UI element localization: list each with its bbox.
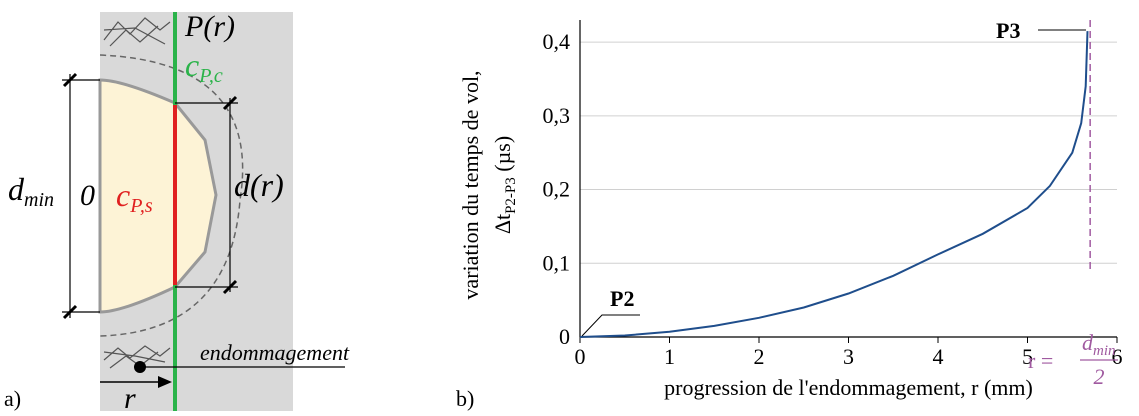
y-tick-label: 0,2 — [543, 177, 571, 202]
dimension-dmin — [62, 72, 100, 320]
curve — [579, 31, 1089, 338]
x-tick-label: 4 — [933, 344, 944, 369]
x-tick-label: 5 — [1022, 344, 1033, 369]
x-tick-label: 1 — [664, 344, 675, 369]
chart: b) 0 0,1 0,2 0,3 0,4 0 1 2 3 4 5 6 progression de l'… — [456, 18, 1123, 411]
start-leader — [581, 314, 640, 337]
c-pc-label: cP,c — [185, 47, 223, 87]
dmin-sub: min — [24, 189, 54, 211]
y-axis-label-2: ΔtP2-P3 (µs) — [490, 136, 519, 234]
panel-a: a) — [4, 386, 21, 411]
dimension-dr — [175, 95, 238, 295]
y-tick-label: 0,1 — [543, 250, 571, 275]
x-tick-label: 2 — [754, 344, 765, 369]
x-axis-label: progression de l'endommagement, r (mm) — [664, 375, 1033, 400]
damage-point — [134, 361, 146, 373]
y-label-line1: variation du temps de vol, — [458, 70, 483, 299]
x-tick-label: 3 — [843, 344, 854, 369]
y-label-unit: (µs) — [490, 136, 515, 177]
threshold-num-sub: min — [1093, 343, 1116, 359]
threshold-num: dmin — [1082, 330, 1116, 359]
y-tick-label: 0 — [559, 324, 570, 349]
c-ps-main: c — [116, 177, 130, 213]
dashed-contour — [99, 54, 244, 337]
r-label: r — [124, 382, 136, 411]
damage-label: endommagement — [200, 340, 350, 365]
x-tick-label: 0 — [575, 344, 586, 369]
threshold-den: 2 — [1094, 364, 1105, 389]
start-annotation: P2 — [610, 286, 634, 311]
zero-label: 0 — [80, 179, 95, 212]
panel-b: b) — [456, 386, 474, 411]
defect — [98, 78, 218, 314]
crack-top — [103, 17, 171, 47]
y-label-sub: P2-P3 — [503, 177, 519, 214]
dmin-main: d — [8, 171, 25, 207]
r-arrowhead — [158, 376, 172, 388]
c-pc-sub: P,c — [198, 65, 223, 87]
y-tick-label: 0,3 — [543, 103, 571, 128]
threshold-num-main: d — [1082, 330, 1094, 355]
c-ps-label: cP,s — [116, 177, 153, 217]
line-label: P(r) — [184, 10, 235, 43]
threshold-prefix: r = — [1028, 348, 1053, 373]
x-tick-label: 6 — [1112, 344, 1123, 369]
crack-bottom — [103, 345, 171, 369]
y-axis-label: variation du temps de vol, — [458, 70, 483, 299]
dmin-label: dmin — [8, 171, 54, 211]
c-pc-main: c — [185, 47, 199, 83]
end-annotation: P3 — [996, 18, 1020, 43]
c-ps-sub: P,s — [129, 195, 153, 217]
y-label-main: Δt — [490, 214, 515, 234]
y-tick-label: 0,4 — [543, 29, 571, 54]
diagram: P(r) cP,c cP,s dmin 0 d(r) endommagement… — [4, 10, 350, 415]
dr-label: d(r) — [234, 167, 284, 203]
